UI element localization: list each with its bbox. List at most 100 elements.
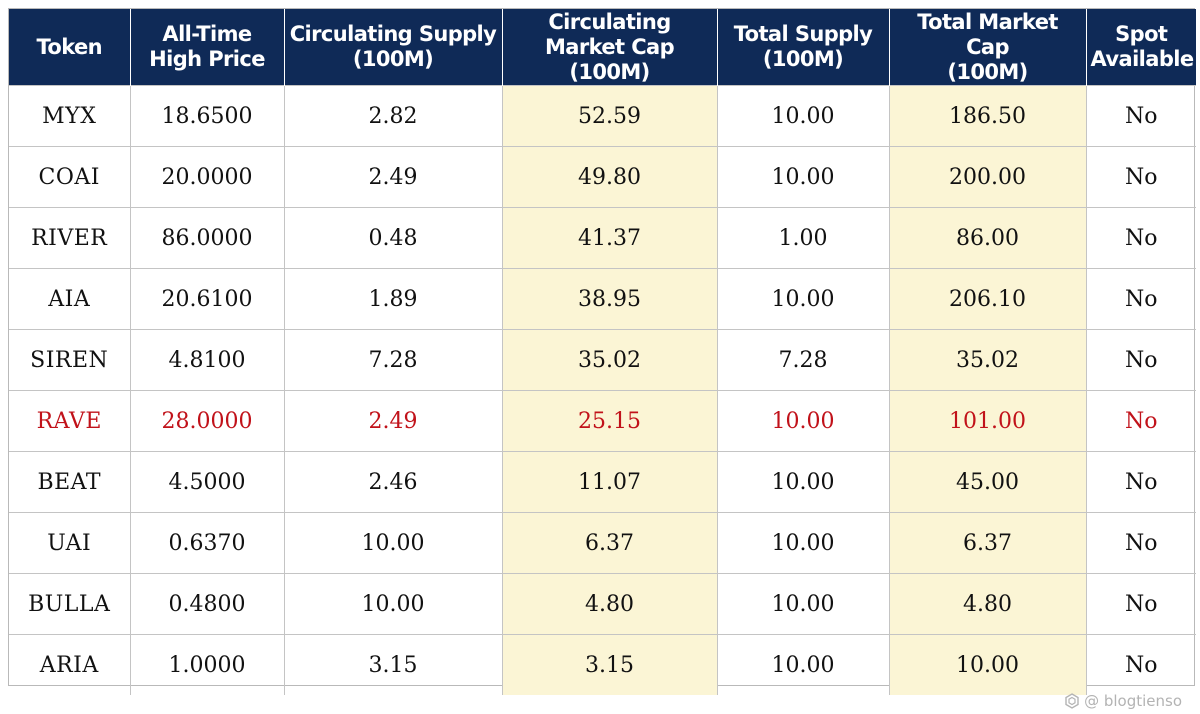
- cell-token: RIVER: [9, 207, 131, 269]
- cell-circulating-market-cap: 11.07: [502, 451, 718, 513]
- watermark: @ blogtienso: [1064, 692, 1182, 710]
- header-total-cap-line-1: Total Market Cap: [917, 9, 1058, 59]
- header-spot-available: Spot Available: [1086, 9, 1196, 86]
- cell-total-supply: 7.28: [717, 329, 890, 391]
- cell-all-time-high-price: 4.8100: [130, 329, 285, 391]
- cell-circulating-supply: 3.15: [284, 634, 503, 695]
- cell-circulating-market-cap: 3.15: [502, 634, 718, 695]
- cell-token: UAI: [9, 512, 131, 574]
- cell-total-supply: 10.00: [717, 512, 890, 574]
- cell-total-supply: 10.00: [717, 268, 890, 330]
- cell-spot-available: No: [1086, 451, 1196, 513]
- header-total-supply-line-1: Total Supply: [733, 22, 873, 46]
- cell-all-time-high-price: 86.0000: [130, 207, 285, 269]
- table-row: ARIA 1.0000 3.15 3.15 10.00 10.00 No: [9, 634, 1196, 695]
- cell-total-supply: 10.00: [717, 451, 890, 513]
- cell-circulating-market-cap: 38.95: [502, 268, 718, 330]
- table-header: Token All-Time High Price Circulating Su…: [9, 9, 1196, 86]
- cell-token: SIREN: [9, 329, 131, 391]
- cell-circulating-supply: 7.28: [284, 329, 503, 391]
- cell-circulating-market-cap: 41.37: [502, 207, 718, 269]
- table-row: SIREN 4.8100 7.28 35.02 7.28 35.02 No: [9, 329, 1196, 391]
- table-row: RAVE 28.0000 2.49 25.15 10.00 101.00 No: [9, 390, 1196, 452]
- cell-circulating-supply: 2.49: [284, 146, 503, 208]
- cell-spot-available: No: [1086, 207, 1196, 269]
- cell-all-time-high-price: 20.0000: [130, 146, 285, 208]
- cell-total-market-cap: 10.00: [889, 634, 1087, 695]
- header-token: Token: [9, 9, 131, 86]
- cell-spot-available: No: [1086, 390, 1196, 452]
- cell-all-time-high-price: 0.6370: [130, 512, 285, 574]
- table-row: UAI 0.6370 10.00 6.37 10.00 6.37 No: [9, 512, 1196, 574]
- cell-token: BEAT: [9, 451, 131, 513]
- header-total-supply: Total Supply (100M): [717, 9, 890, 86]
- cell-token: RAVE: [9, 390, 131, 452]
- cell-circulating-supply: 10.00: [284, 512, 503, 574]
- cell-total-supply: 10.00: [717, 634, 890, 695]
- cell-circulating-market-cap: 52.59: [502, 85, 718, 147]
- token-table-container: Token All-Time High Price Circulating Su…: [8, 8, 1196, 695]
- header-circ-cap-line-1: Circulating Market Cap: [544, 9, 675, 59]
- cell-circulating-market-cap: 49.80: [502, 146, 718, 208]
- cell-spot-available: No: [1086, 268, 1196, 330]
- token-table: Token All-Time High Price Circulating Su…: [9, 9, 1196, 695]
- header-row: Token All-Time High Price Circulating Su…: [9, 9, 1196, 86]
- cell-circulating-supply: 2.82: [284, 85, 503, 147]
- cell-circulating-supply: 2.49: [284, 390, 503, 452]
- header-ath-line-2: High Price: [149, 47, 265, 71]
- cell-circulating-supply: 0.48: [284, 207, 503, 269]
- cell-total-market-cap: 186.50: [889, 85, 1087, 147]
- cell-spot-available: No: [1086, 85, 1196, 147]
- table-row: MYX 18.6500 2.82 52.59 10.00 186.50 No: [9, 85, 1196, 147]
- cell-token: AIA: [9, 268, 131, 330]
- cell-all-time-high-price: 28.0000: [130, 390, 285, 452]
- header-circulating-supply: Circulating Supply (100M): [284, 9, 503, 86]
- cell-circulating-supply: 1.89: [284, 268, 503, 330]
- cell-total-market-cap: 35.02: [889, 329, 1087, 391]
- logo-icon: [1064, 693, 1080, 709]
- cell-token: BULLA: [9, 573, 131, 635]
- cell-total-market-cap: 101.00: [889, 390, 1087, 452]
- cell-spot-available: No: [1086, 329, 1196, 391]
- cell-spot-available: No: [1086, 512, 1196, 574]
- cell-circulating-market-cap: 35.02: [502, 329, 718, 391]
- cell-token: COAI: [9, 146, 131, 208]
- cell-total-supply: 10.00: [717, 390, 890, 452]
- table-row: RIVER 86.0000 0.48 41.37 1.00 86.00 No: [9, 207, 1196, 269]
- cell-circulating-market-cap: 6.37: [502, 512, 718, 574]
- cell-spot-available: No: [1086, 634, 1196, 695]
- cell-token: MYX: [9, 85, 131, 147]
- cell-total-market-cap: 6.37: [889, 512, 1087, 574]
- cell-all-time-high-price: 18.6500: [130, 85, 285, 147]
- cell-all-time-high-price: 0.4800: [130, 573, 285, 635]
- cell-spot-available: No: [1086, 146, 1196, 208]
- header-token-line-1: Token: [36, 34, 103, 59]
- watermark-text: @ blogtienso: [1084, 692, 1182, 710]
- cell-total-market-cap: 86.00: [889, 207, 1087, 269]
- cell-circulating-supply: 2.46: [284, 451, 503, 513]
- cell-token: ARIA: [9, 634, 131, 695]
- header-circ-cap-line-2: (100M): [569, 59, 650, 84]
- header-circulating-market-cap: Circulating Market Cap (100M): [502, 9, 718, 86]
- cell-total-supply: 10.00: [717, 146, 890, 208]
- cell-total-supply: 10.00: [717, 573, 890, 635]
- cell-total-supply: 1.00: [717, 207, 890, 269]
- table-body: MYX 18.6500 2.82 52.59 10.00 186.50 No COAI 20.0…: [9, 85, 1196, 695]
- cell-total-market-cap: 206.10: [889, 268, 1087, 330]
- table-row: BULLA 0.4800 10.00 4.80 10.00 4.80 No: [9, 573, 1196, 635]
- header-all-time-high-price: All-Time High Price: [130, 9, 285, 86]
- cell-all-time-high-price: 4.5000: [130, 451, 285, 513]
- cell-total-market-cap: 45.00: [889, 451, 1087, 513]
- cell-total-market-cap: 200.00: [889, 146, 1087, 208]
- header-circ-supply-line-2: (100M): [352, 47, 434, 71]
- cell-spot-available: No: [1086, 573, 1196, 635]
- cell-circulating-market-cap: 25.15: [502, 390, 718, 452]
- table-row: AIA 20.6100 1.89 38.95 10.00 206.10 No: [9, 268, 1196, 330]
- table-row: BEAT 4.5000 2.46 11.07 10.00 45.00 No: [9, 451, 1196, 513]
- cell-all-time-high-price: 20.6100: [130, 268, 285, 330]
- cell-total-supply: 10.00: [717, 85, 890, 147]
- cell-circulating-market-cap: 4.80: [502, 573, 718, 635]
- header-circ-supply-line-1: Circulating Supply: [289, 22, 497, 46]
- header-total-market-cap: Total Market Cap (100M): [889, 9, 1087, 86]
- cell-all-time-high-price: 1.0000: [130, 634, 285, 695]
